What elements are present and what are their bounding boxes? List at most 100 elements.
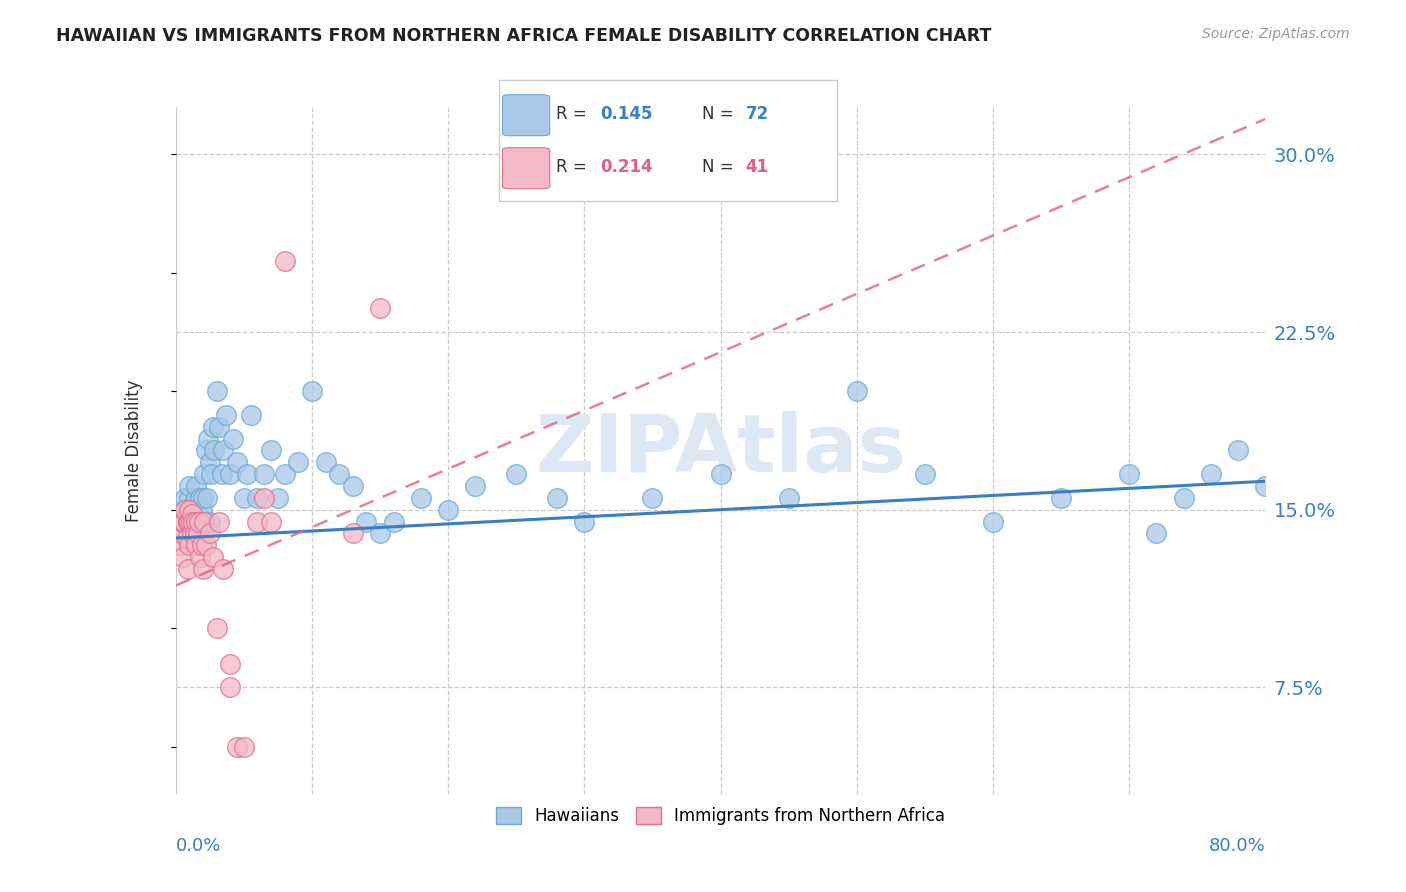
Point [187,515,209,529]
Point [179,515,201,529]
Point [188,491,211,505]
Point [778,491,800,505]
Point [174,502,197,516]
Point [211,467,233,482]
Text: N =: N = [702,158,738,176]
Point [179,479,201,493]
Point [208,419,231,434]
Point [177,562,200,576]
Point [574,515,596,529]
Text: R =: R = [557,105,592,123]
Point [172,515,194,529]
Point [1173,491,1195,505]
Point [212,562,235,576]
Point [464,479,486,493]
Point [191,562,214,576]
Point [546,491,568,505]
Point [170,526,193,541]
Point [1199,467,1222,482]
Point [169,538,191,552]
FancyBboxPatch shape [502,148,550,188]
Point [193,467,215,482]
FancyBboxPatch shape [502,95,550,136]
Point [198,455,221,469]
Point [200,467,222,482]
Point [186,538,208,552]
Point [194,443,217,458]
Point [179,502,201,516]
Point [1050,491,1073,505]
Point [181,508,204,522]
Point [198,515,221,529]
Text: N =: N = [702,105,738,123]
Point [177,515,200,529]
Point [187,515,209,529]
Point [315,455,337,469]
Text: 41: 41 [745,158,769,176]
Point [188,549,211,564]
Point [176,531,198,545]
Point [219,681,242,695]
Point [246,515,269,529]
Point [195,491,218,505]
Point [301,384,323,399]
Point [342,479,364,493]
Text: 72: 72 [745,105,769,123]
Point [177,522,200,536]
Point [174,491,197,505]
Point [328,467,350,482]
Text: R =: R = [557,158,592,176]
Point [179,502,201,516]
Point [342,526,364,541]
Point [1118,467,1140,482]
Point [219,467,242,482]
Point [201,419,224,434]
Point [186,508,209,522]
Point [368,301,391,316]
Point [226,455,249,469]
Point [253,467,276,482]
Text: Female Disability: Female Disability [125,379,143,522]
Point [180,515,202,529]
Point [186,491,208,505]
Text: 0.0%: 0.0% [176,837,221,855]
Point [246,491,269,505]
Point [235,467,257,482]
Point [179,515,201,529]
Point [205,621,228,635]
Point [641,491,664,505]
Point [260,443,283,458]
Point [191,491,214,505]
Point [232,739,254,754]
Point [267,491,290,505]
Point [194,538,217,552]
Point [437,502,460,516]
Point [845,384,868,399]
Point [232,491,254,505]
Point [981,515,1004,529]
Point [186,515,208,529]
Point [226,739,249,754]
Point [222,432,245,446]
Point [172,549,194,564]
Point [173,515,195,529]
Point [181,526,204,541]
Point [253,491,276,505]
Point [181,508,204,522]
Point [274,254,297,268]
Legend: Hawaiians, Immigrants from Northern Africa: Hawaiians, Immigrants from Northern Afri… [488,799,953,834]
Point [193,515,215,529]
Point [356,515,378,529]
Point [190,538,212,552]
Point [382,515,405,529]
Point [710,467,733,482]
Point [202,443,225,458]
Text: 80.0%: 80.0% [1209,837,1265,855]
Point [186,526,209,541]
Point [179,538,201,552]
Point [191,515,214,529]
Point [219,657,242,671]
Point [914,467,936,482]
Point [505,467,527,482]
Point [1227,443,1250,458]
